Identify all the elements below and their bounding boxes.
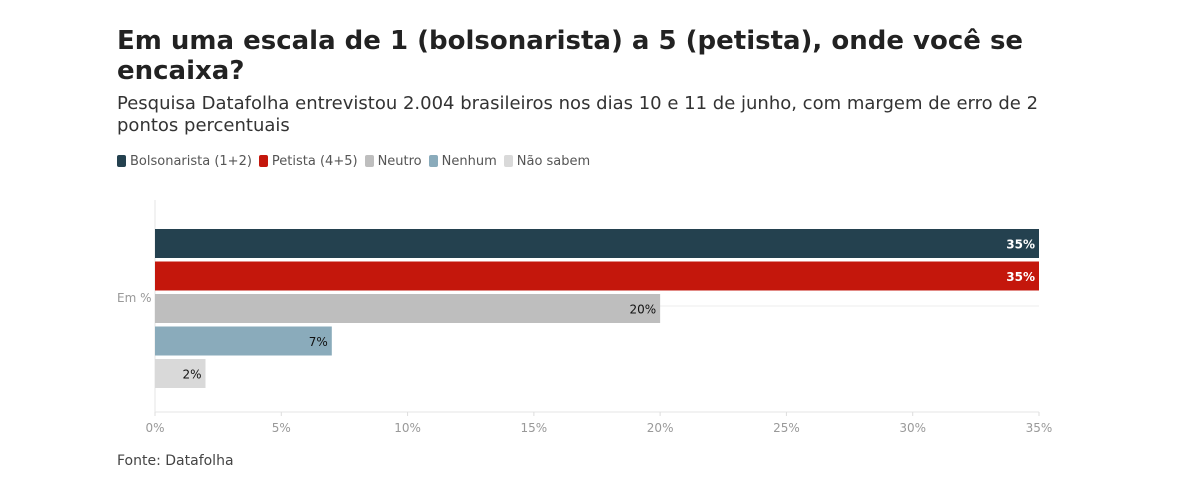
legend-swatch	[258, 155, 268, 167]
bar	[155, 261, 1039, 291]
legend-item[interactable]: Petista (4+5)	[258, 153, 358, 169]
x-tick-label: 10%	[394, 421, 421, 435]
bar	[155, 294, 661, 323]
bar	[155, 326, 332, 356]
bar	[155, 359, 206, 388]
x-tick-label: 5%	[272, 421, 291, 435]
data-label: 20%	[629, 303, 656, 317]
data-label: 2%	[182, 368, 201, 382]
legend-item[interactable]: Não sabem	[503, 153, 591, 169]
x-tick-label: 30%	[899, 421, 926, 435]
legend-label: Não sabem	[516, 153, 591, 169]
legend-label: Bolsonarista (1+2)	[130, 153, 252, 169]
data-label: 35%	[1006, 270, 1035, 284]
legend-label: Petista (4+5)	[271, 153, 358, 169]
legend-label: Nenhum	[441, 153, 497, 169]
category-label: Em %	[117, 291, 152, 305]
x-tick-label: 35%	[1026, 421, 1053, 435]
legend-swatch	[364, 155, 374, 167]
data-label: 35%	[1006, 238, 1035, 252]
x-tick-label: 25%	[773, 421, 800, 435]
legend: Bolsonarista (1+2) Petista (4+5) Neutro Nen…	[117, 152, 597, 170]
legend-item[interactable]: Bolsonarista (1+2)	[117, 154, 252, 169]
legend-item[interactable]: Neutro	[364, 153, 422, 169]
x-tick-label: 20%	[647, 421, 674, 435]
x-tick-label: 0%	[145, 421, 164, 435]
legend-swatch	[503, 155, 513, 167]
legend-label: Neutro	[377, 153, 422, 169]
data-label: 7%	[309, 335, 328, 349]
legend-item[interactable]: Nenhum	[428, 153, 497, 169]
x-tick-label: 15%	[521, 421, 548, 435]
source-note: Fonte: Datafolha	[117, 453, 234, 469]
chart-subtitle: Pesquisa Datafolha entrevistou 2.004 bra…	[117, 93, 1039, 136]
legend-swatch	[117, 155, 126, 167]
legend-swatch	[428, 155, 438, 167]
bar	[155, 229, 1039, 258]
chart-title: Em uma escala de 1 (bolsonarista) a 5 (p…	[117, 26, 1024, 86]
